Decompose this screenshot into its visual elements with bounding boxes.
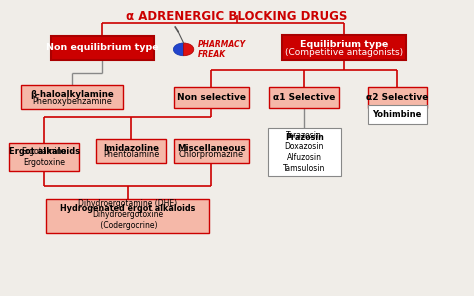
Text: PHARMACY
FREAK: PHARMACY FREAK [198,40,246,59]
Text: α1 Selective: α1 Selective [273,93,336,102]
Text: Terazosin
Doxazosin
Alfuzosin
Tamsulosin: Terazosin Doxazosin Alfuzosin Tamsulosin [283,131,326,173]
Text: Phentolamine: Phentolamine [103,150,159,160]
FancyBboxPatch shape [282,36,406,60]
Text: Equilibrium type: Equilibrium type [300,40,388,49]
Text: Non selective: Non selective [177,93,246,102]
Text: Dihydroergotamine (DHE)
Dihydroergotoxine
 (Codergocrine): Dihydroergotamine (DHE) Dihydroergotoxin… [78,199,177,230]
Text: α2 Selective: α2 Selective [366,93,428,102]
FancyBboxPatch shape [269,87,339,107]
FancyBboxPatch shape [96,139,166,163]
FancyBboxPatch shape [368,105,427,124]
Text: Ergotamine
Ergotoxine: Ergotamine Ergotoxine [21,147,67,168]
FancyBboxPatch shape [21,86,123,109]
FancyBboxPatch shape [368,87,427,107]
Text: Phenoxybenzamine: Phenoxybenzamine [32,97,112,106]
Text: α ADRENERGIC BLOCKING DRUGS: α ADRENERGIC BLOCKING DRUGS [126,10,348,23]
Text: Chlorpromazine: Chlorpromazine [179,150,244,160]
Text: Yohimbine: Yohimbine [373,110,422,119]
Wedge shape [183,43,194,56]
Wedge shape [173,43,183,56]
Text: Miscellaneous: Miscellaneous [177,144,246,152]
Text: Non equilibrium type: Non equilibrium type [46,44,159,52]
Text: Imidazoline: Imidazoline [103,144,159,152]
FancyBboxPatch shape [268,128,341,176]
FancyBboxPatch shape [46,199,210,233]
Text: Ergot alkaloids: Ergot alkaloids [9,147,80,156]
Text: Prazosin: Prazosin [285,133,324,141]
Text: (Competitive antagonists): (Competitive antagonists) [285,48,403,57]
FancyBboxPatch shape [174,139,249,163]
Text: β-haloalkylamine: β-haloalkylamine [30,90,114,99]
FancyBboxPatch shape [174,87,249,107]
Text: Hydrogenated ergot alkaloids: Hydrogenated ergot alkaloids [60,204,196,213]
FancyBboxPatch shape [9,143,79,170]
FancyBboxPatch shape [51,36,154,60]
